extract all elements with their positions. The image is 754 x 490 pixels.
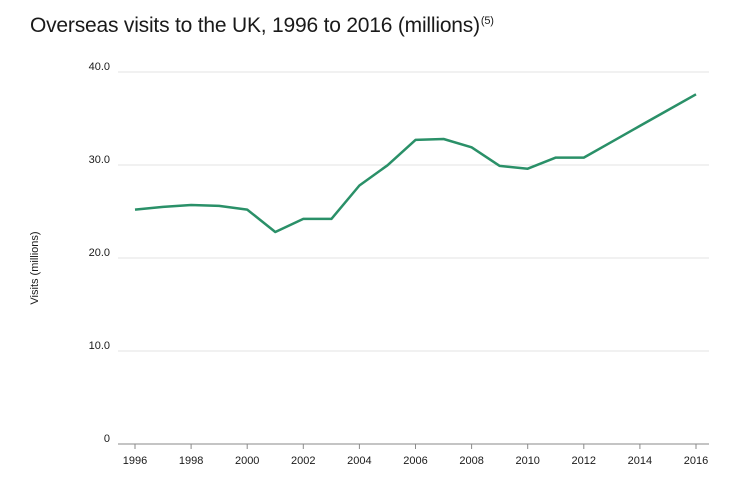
y-tick-label: 20.0 [89, 247, 110, 259]
series-line-0 [134, 93, 697, 234]
y-tick-label: 30.0 [89, 154, 110, 166]
x-tick-label: 2004 [347, 455, 371, 467]
x-tick-label: 2008 [459, 455, 483, 467]
chart-title: Overseas visits to the UK, 1996 to 2016 … [30, 14, 494, 38]
grid [118, 71, 709, 352]
x-tick-label: 2012 [572, 455, 596, 467]
x-axis-ticks: 1996 1998 2000 2002 2004 2006 2008 2010 2012 2014… [123, 444, 708, 467]
x-tick-label: 1998 [179, 455, 203, 467]
x-tick-label: 2006 [403, 455, 427, 467]
x-tick-label: 2002 [291, 455, 315, 467]
x-tick-label: 2016 [684, 455, 708, 467]
x-tick-label: 2000 [235, 455, 259, 467]
y-axis-label: Visits (millions) [29, 231, 41, 304]
series-layer [134, 93, 697, 234]
y-tick-label: 10.0 [89, 340, 110, 352]
chart-title-text: Overseas visits to the UK, 1996 to 2016 … [30, 14, 480, 37]
y-tick-label: 40.0 [89, 61, 110, 73]
y-axis-ticks: 0 10.0 20.0 30.0 40.0 [89, 61, 110, 445]
x-tick-label: 2014 [628, 455, 652, 467]
chart-title-footnote: (5) [480, 15, 494, 27]
y-tick-label: 0 [104, 433, 110, 445]
x-tick-label: 1996 [123, 455, 147, 467]
x-tick-label: 2010 [515, 455, 539, 467]
